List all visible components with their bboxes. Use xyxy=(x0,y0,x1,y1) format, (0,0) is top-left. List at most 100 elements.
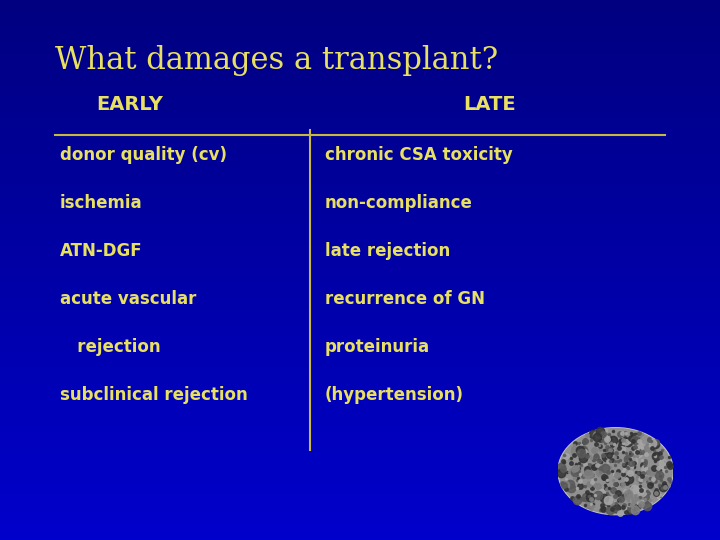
Bar xyxy=(0,235,720,238)
Text: subclinical rejection: subclinical rejection xyxy=(60,386,248,404)
Bar xyxy=(0,464,720,467)
Bar xyxy=(0,243,720,246)
Bar xyxy=(0,389,720,392)
Bar xyxy=(0,238,720,240)
Bar xyxy=(0,38,720,40)
Bar xyxy=(0,497,720,500)
Bar xyxy=(0,356,720,359)
Bar xyxy=(0,500,720,502)
Bar xyxy=(0,470,720,472)
Bar xyxy=(0,302,720,305)
Ellipse shape xyxy=(559,429,672,514)
Bar xyxy=(0,62,720,65)
Bar xyxy=(0,308,720,310)
Bar xyxy=(0,348,720,351)
Bar xyxy=(0,413,720,416)
Bar xyxy=(0,11,720,14)
Bar xyxy=(0,159,720,162)
Bar xyxy=(0,35,720,38)
Bar xyxy=(0,275,720,278)
Bar xyxy=(0,373,720,375)
Bar xyxy=(0,81,720,84)
Bar xyxy=(0,89,720,92)
Bar xyxy=(0,448,720,451)
Bar xyxy=(0,14,720,16)
Bar xyxy=(0,289,720,292)
Bar xyxy=(0,440,720,443)
Bar xyxy=(0,324,720,327)
Bar xyxy=(0,270,720,273)
Bar xyxy=(0,278,720,281)
Bar xyxy=(0,375,720,378)
Bar xyxy=(0,254,720,256)
Bar xyxy=(0,140,720,143)
Bar xyxy=(0,111,720,113)
Bar xyxy=(0,378,720,381)
Bar xyxy=(0,51,720,54)
Bar xyxy=(0,459,720,462)
Bar xyxy=(0,432,720,435)
Bar xyxy=(0,256,720,259)
Bar xyxy=(0,116,720,119)
Bar xyxy=(0,367,720,370)
Bar xyxy=(0,248,720,251)
Text: What damages a transplant?: What damages a transplant? xyxy=(55,45,498,76)
Bar xyxy=(0,313,720,316)
Bar xyxy=(0,483,720,486)
Bar xyxy=(0,232,720,235)
Bar xyxy=(0,186,720,189)
Bar xyxy=(0,3,720,5)
Bar xyxy=(0,113,720,116)
Bar xyxy=(0,259,720,262)
Bar xyxy=(0,119,720,122)
Bar xyxy=(0,513,720,516)
Bar xyxy=(0,524,720,526)
Bar xyxy=(0,518,720,521)
Bar xyxy=(0,108,720,111)
Bar xyxy=(0,505,720,508)
Bar xyxy=(0,24,720,27)
Bar xyxy=(0,246,720,248)
Bar xyxy=(0,316,720,319)
Bar xyxy=(0,494,720,497)
Bar xyxy=(0,510,720,513)
Bar xyxy=(0,100,720,103)
Bar xyxy=(0,176,720,178)
Bar xyxy=(0,526,720,529)
Bar xyxy=(0,211,720,213)
Bar xyxy=(0,208,720,211)
Bar xyxy=(0,192,720,194)
Bar xyxy=(0,292,720,294)
Bar xyxy=(0,54,720,57)
Bar xyxy=(0,167,720,170)
Text: recurrence of GN: recurrence of GN xyxy=(325,290,485,308)
Bar xyxy=(0,173,720,176)
Bar xyxy=(0,146,720,148)
Bar xyxy=(0,5,720,8)
Text: donor quality (cv): donor quality (cv) xyxy=(60,146,227,164)
Bar xyxy=(0,265,720,267)
Bar xyxy=(0,421,720,424)
Bar xyxy=(0,130,720,132)
Bar xyxy=(0,219,720,221)
Bar xyxy=(0,418,720,421)
Bar xyxy=(0,532,720,535)
Bar xyxy=(0,537,720,540)
Bar xyxy=(0,0,720,3)
Bar xyxy=(0,262,720,265)
Bar xyxy=(0,86,720,89)
Bar xyxy=(0,340,720,343)
Bar xyxy=(0,122,720,124)
Bar xyxy=(0,73,720,76)
Bar xyxy=(0,451,720,454)
Bar xyxy=(0,329,720,332)
Text: LATE: LATE xyxy=(464,96,516,114)
Bar xyxy=(0,416,720,418)
Bar xyxy=(0,281,720,284)
Ellipse shape xyxy=(558,428,673,515)
Bar xyxy=(0,68,720,70)
Bar xyxy=(0,154,720,157)
Bar xyxy=(0,194,720,197)
Bar xyxy=(0,364,720,367)
Bar xyxy=(0,103,720,105)
